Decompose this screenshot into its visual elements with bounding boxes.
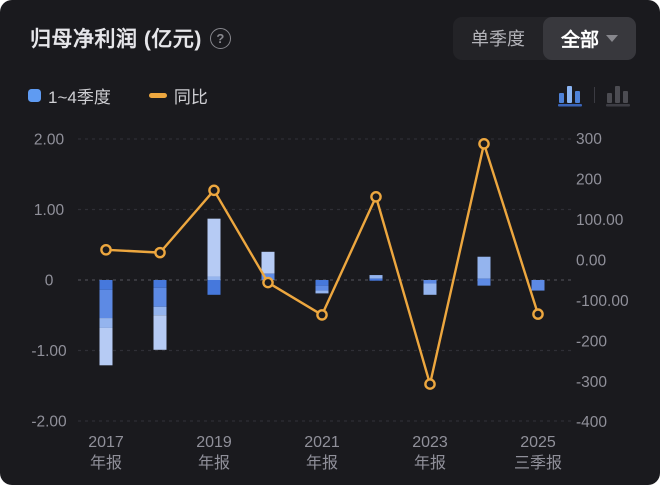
period-option-label: 全部 (560, 29, 599, 51)
svg-text:300: 300 (576, 131, 602, 148)
legend-item-quarters: 1~4季度 (28, 83, 111, 108)
svg-text:100.00: 100.00 (576, 212, 624, 229)
svg-text:-100.00: -100.00 (576, 293, 629, 310)
svg-text:2.00: 2.00 (34, 132, 65, 149)
period-option-single-quarter[interactable]: 单季度 (453, 17, 543, 60)
svg-text:0: 0 (45, 273, 54, 290)
view-toggle (557, 83, 632, 108)
chart-header: 归母净利润 (亿元) ? 单季度 全部 (30, 16, 636, 60)
svg-text:0.00: 0.00 (576, 252, 607, 269)
svg-text:年报: 年报 (198, 454, 230, 472)
divider (594, 87, 595, 103)
svg-text:年报: 年报 (414, 454, 446, 472)
legend-bar: 1~4季度 同比 (28, 83, 632, 107)
svg-text:-400: -400 (576, 414, 607, 431)
period-option-all[interactable]: 全部 (542, 16, 636, 60)
legend-label: 1~4季度 (48, 87, 111, 107)
svg-text:2025: 2025 (520, 434, 556, 451)
svg-text:-200: -200 (576, 333, 607, 350)
legend-label: 同比 (173, 87, 208, 107)
svg-text:年报: 年报 (306, 454, 338, 472)
svg-text:-300: -300 (576, 374, 607, 391)
stacked-bar-chart-icon[interactable] (557, 83, 584, 108)
orange-dash-swatch-icon (148, 92, 167, 98)
svg-text:-2.00: -2.00 (31, 414, 67, 431)
help-icon[interactable]: ? (209, 27, 231, 49)
period-option-label: 单季度 (470, 29, 525, 49)
svg-text:1.00: 1.00 (34, 202, 65, 219)
grouped-bar-chart-icon[interactable] (605, 83, 632, 108)
svg-text:三季报: 三季报 (514, 454, 562, 472)
period-toggle: 单季度 全部 (452, 16, 636, 60)
page-title: 归母净利润 (亿元) (30, 28, 202, 51)
caret-down-icon (606, 34, 618, 42)
blue-square-swatch-icon (28, 88, 41, 102)
svg-text:2021: 2021 (304, 434, 340, 451)
svg-text:2023: 2023 (412, 434, 448, 451)
svg-text:-1.00: -1.00 (31, 343, 67, 360)
title-wrap: 归母净利润 (亿元) ? (30, 23, 231, 53)
svg-text:200: 200 (576, 172, 602, 189)
legend-item-yoy: 同比 (148, 83, 208, 108)
svg-text:2019: 2019 (196, 434, 232, 451)
svg-text:2017: 2017 (88, 434, 124, 451)
svg-text:年报: 年报 (90, 454, 122, 472)
